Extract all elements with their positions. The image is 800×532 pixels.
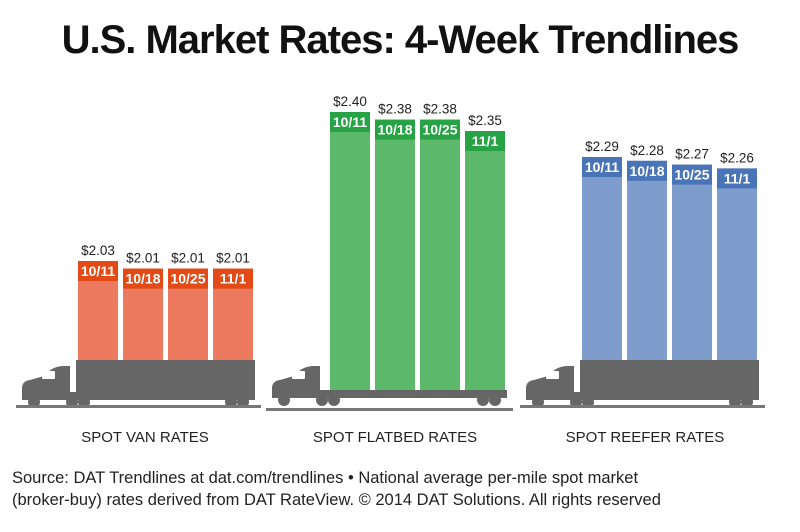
- road-line: [16, 405, 261, 408]
- bar-value-label: $2.26: [720, 150, 754, 165]
- bar-date-label: 10/25: [674, 167, 709, 183]
- bar: [582, 157, 622, 360]
- wheel: [489, 394, 501, 406]
- wheel: [477, 394, 489, 406]
- bar-value-label: $2.38: [378, 102, 412, 117]
- bar-date-label: 10/25: [170, 271, 205, 287]
- bar-date-band: [717, 168, 757, 189]
- bar-date-band: [582, 157, 622, 177]
- bar-date-band: [465, 131, 505, 151]
- bar-date-label: 10/18: [377, 122, 412, 138]
- bar-date-band: [123, 268, 163, 289]
- wheel: [328, 394, 340, 406]
- bar: [627, 160, 667, 360]
- bar: [375, 119, 415, 390]
- bar-group-reefer: 10/11 $2.29 10/18 $2.28 10/25 $2.27 11/1 $2.26 S…: [520, 139, 765, 446]
- cab-window: [546, 371, 559, 379]
- bar-value-label: $2.01: [126, 251, 160, 266]
- trailer-box: [76, 360, 255, 400]
- wheel: [278, 394, 290, 406]
- bar-date-band: [330, 112, 370, 132]
- group-label: SPOT VAN RATES: [81, 429, 209, 446]
- bar-value-label: $2.27: [675, 147, 709, 162]
- bar-date-label: 11/1: [472, 133, 499, 149]
- bar-value-label: $2.40: [333, 94, 367, 109]
- source-line-1: Source: DAT Trendlines at dat.com/trendl…: [12, 469, 639, 487]
- cab-window: [292, 371, 305, 379]
- bar-date-band: [375, 119, 415, 140]
- bar-value-label: $2.35: [468, 113, 502, 128]
- bar-date-label: 10/11: [81, 263, 115, 279]
- bar-date-label: 10/18: [629, 163, 664, 179]
- source-note: Source: DAT Trendlines at dat.com/trendl…: [12, 467, 661, 511]
- road-line: [266, 408, 513, 411]
- bar: [717, 168, 757, 360]
- chart-title: U.S. Market Rates: 4-Week Trendlines: [61, 18, 740, 62]
- bar-value-label: $2.03: [81, 243, 115, 258]
- bar: [465, 131, 505, 390]
- bar-value-label: $2.01: [171, 251, 205, 266]
- bar-value-label: $2.01: [216, 251, 250, 266]
- bar-value-label: $2.29: [585, 139, 619, 154]
- bar: [672, 164, 712, 360]
- group-label: SPOT FLATBED RATES: [313, 429, 477, 446]
- bar-date-label: 11/1: [724, 170, 751, 186]
- bar-date-label: 10/11: [585, 159, 619, 175]
- bar-date-band: [168, 268, 208, 289]
- road-line: [520, 405, 765, 408]
- bar-value-label: $2.38: [423, 102, 457, 117]
- bar-group-flatbed: 10/11 $2.40 10/18 $2.38 10/25 $2.38 11/1 $2.35 S…: [266, 94, 513, 446]
- bar-value-label: $2.28: [630, 143, 664, 158]
- truck-flatbed-icon: [272, 366, 507, 406]
- cab-window: [42, 371, 55, 379]
- bar-date-band: [213, 268, 253, 289]
- truck-cab: [526, 366, 582, 400]
- bar-date-label: 10/25: [422, 122, 457, 138]
- truck-cab: [22, 366, 78, 400]
- bar-date-band: [672, 164, 712, 185]
- truck-reefer-icon: [526, 360, 759, 408]
- truck-van-icon: [22, 360, 255, 408]
- bar-group-van: 10/11 $2.03 10/18 $2.01 10/25 $2.01 11/1 $2.01 S…: [16, 243, 261, 446]
- bar-date-label: 10/18: [125, 271, 160, 287]
- bar-date-band: [78, 261, 118, 281]
- bar-date-label: 11/1: [220, 271, 247, 287]
- trailer-deck: [328, 390, 507, 398]
- source-line-2: (broker-buy) rates derived from DAT Rate…: [12, 491, 661, 509]
- bar: [330, 112, 370, 390]
- group-label: SPOT REEFER RATES: [566, 429, 725, 446]
- bar-date-band: [627, 160, 667, 181]
- trailer-box: [580, 360, 759, 400]
- bar-date-band: [420, 119, 460, 140]
- truck-cab: [272, 366, 330, 398]
- bar: [420, 119, 460, 390]
- wheel: [316, 394, 328, 406]
- bar-date-label: 10/11: [333, 114, 367, 130]
